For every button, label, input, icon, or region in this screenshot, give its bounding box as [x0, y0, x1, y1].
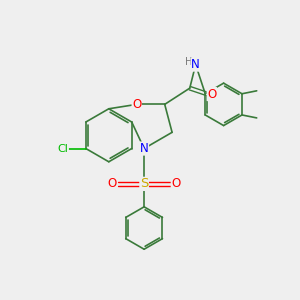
- Text: N: N: [140, 142, 148, 155]
- Text: N: N: [191, 58, 200, 71]
- Text: Cl: Cl: [57, 143, 68, 154]
- Text: O: O: [207, 88, 217, 100]
- Text: O: O: [108, 177, 117, 190]
- Text: H: H: [185, 57, 193, 67]
- Text: S: S: [140, 177, 148, 190]
- Text: O: O: [132, 98, 141, 111]
- Text: O: O: [171, 177, 181, 190]
